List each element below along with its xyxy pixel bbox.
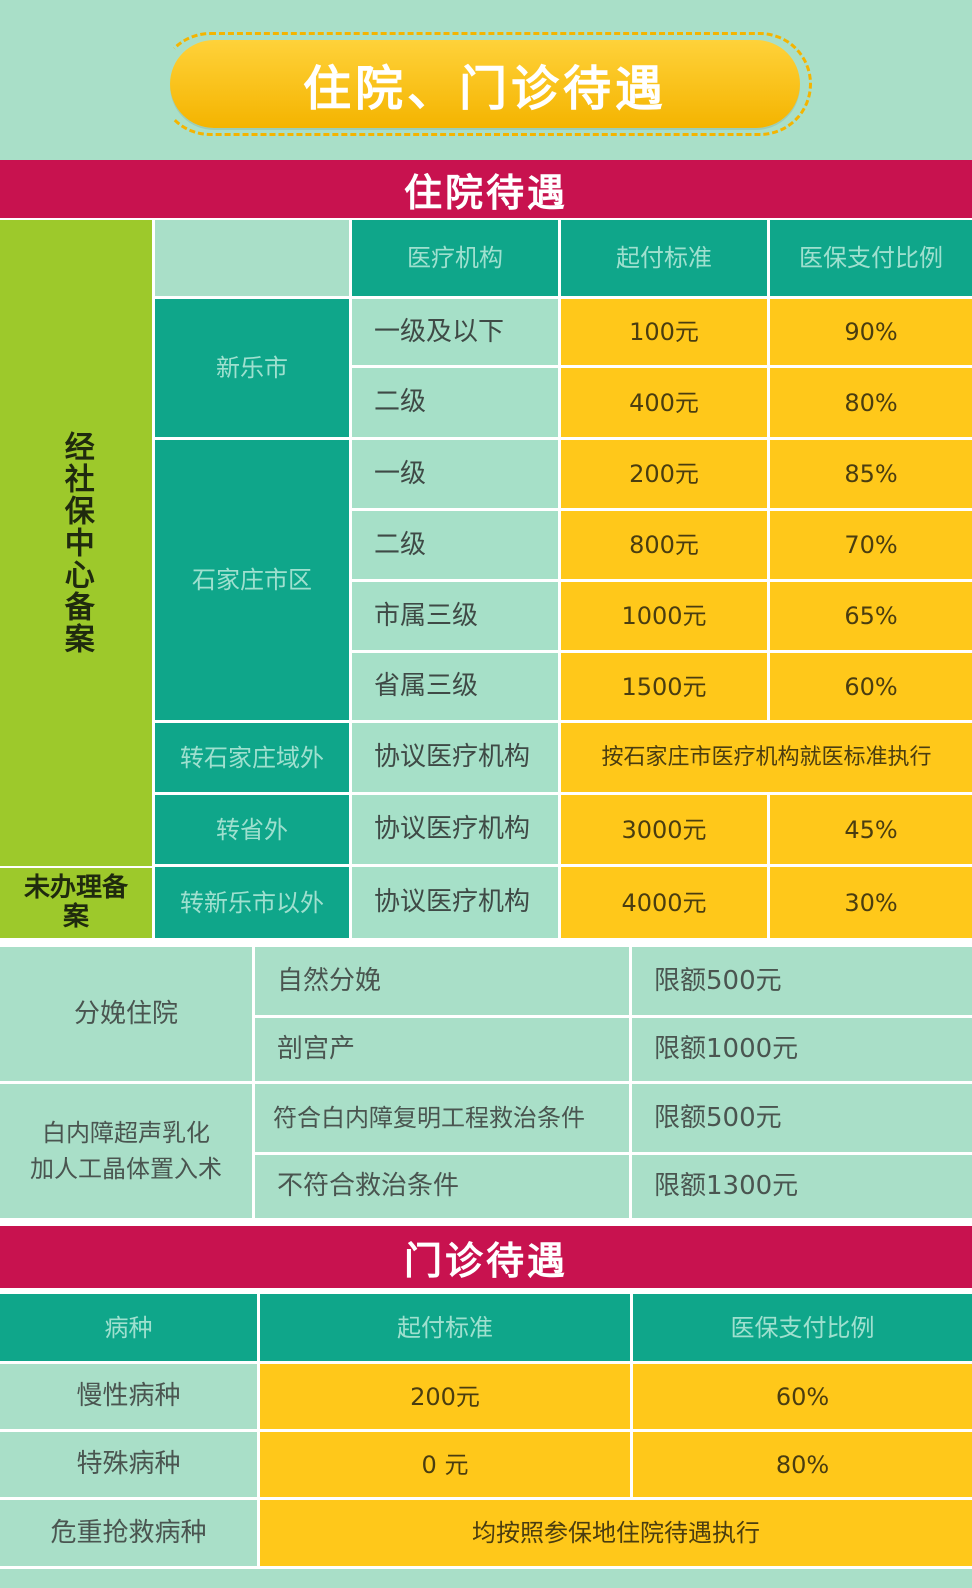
row-ratio: 80% <box>770 368 972 437</box>
group-shijiazhuang: 石家庄市区 <box>155 440 349 720</box>
row-level: 二级 <box>352 368 558 437</box>
bottom-strip <box>0 1569 972 1588</box>
outpatient-row-ratio: 60% <box>633 1364 972 1429</box>
header-deductible: 起付标准 <box>561 220 767 296</box>
row-ratio: 30% <box>770 867 972 938</box>
outpatient-header-ratio: 医保支付比例 <box>633 1294 972 1361</box>
group-transfer-outside-province: 转省外 <box>155 795 349 864</box>
row-deductible: 4000元 <box>561 867 767 938</box>
childbirth-item-name: 剖宫产 <box>255 1018 629 1081</box>
group-transfer-outside-sjz: 转石家庄域外 <box>155 723 349 792</box>
row-level: 二级 <box>352 511 558 579</box>
row-level: 协议医疗机构 <box>352 867 558 938</box>
outpatient-row-disease: 危重抢救病种 <box>0 1500 257 1566</box>
row-level: 一级 <box>352 440 558 508</box>
outpatient-row-deductible: 200元 <box>260 1364 630 1429</box>
outpatient-header-disease: 病种 <box>0 1294 257 1361</box>
row-deductible: 1000元 <box>561 582 767 650</box>
cataract-label-line2: 加人工晶体置入术 <box>30 1155 222 1183</box>
row-deductible: 800元 <box>561 511 767 579</box>
row-level: 协议医疗机构 <box>352 723 558 792</box>
row-ratio: 65% <box>770 582 972 650</box>
row-ratio: 60% <box>770 653 972 720</box>
row-deductible: 400元 <box>561 368 767 437</box>
row-deductible: 1500元 <box>561 653 767 720</box>
header-institution: 医疗机构 <box>352 220 558 296</box>
childbirth-item-limit: 限额500元 <box>632 947 972 1015</box>
group-transfer-outside-xinle: 转新乐市以外 <box>155 867 349 938</box>
cataract-item-limit: 限额1300元 <box>632 1155 972 1218</box>
banner-dashed-outline <box>158 32 812 136</box>
cataract-item-limit: 限额500元 <box>632 1084 972 1152</box>
childbirth-label: 分娩住院 <box>0 947 252 1081</box>
row-ratio: 85% <box>770 440 972 508</box>
outpatient-row-deductible: 0 元 <box>260 1432 630 1497</box>
outpatient-row-disease: 特殊病种 <box>0 1432 257 1497</box>
header-blank-cell <box>155 220 349 296</box>
cataract-label: 白内障超声乳化 加人工晶体置入术 <box>0 1084 252 1218</box>
outpatient-row-ratio: 80% <box>633 1432 972 1497</box>
header-ratio: 医保支付比例 <box>770 220 972 296</box>
row-level: 一级及以下 <box>352 299 558 365</box>
childbirth-item-limit: 限额1000元 <box>632 1018 972 1081</box>
banner-title: 住院、门诊待遇 <box>170 40 800 128</box>
cataract-label-line1: 白内障超声乳化 <box>42 1119 210 1147</box>
cataract-item-name: 符合白内障复明工程救治条件 <box>255 1084 629 1152</box>
row-level: 省属三级 <box>352 653 558 720</box>
row-level: 协议医疗机构 <box>352 795 558 864</box>
outpatient-row-disease: 慢性病种 <box>0 1364 257 1429</box>
row-ratio: 90% <box>770 299 972 365</box>
outpatient-section-title: 门诊待遇 <box>0 1226 972 1288</box>
row-ratio: 45% <box>770 795 972 864</box>
row-deductible: 100元 <box>561 299 767 365</box>
row-deductible: 200元 <box>561 440 767 508</box>
cataract-item-name: 不符合救治条件 <box>255 1155 629 1218</box>
row-merged-standard: 按石家庄市医疗机构就医标准执行 <box>561 723 972 792</box>
side-label-unregistered: 未办理备案 <box>0 868 152 938</box>
row-ratio: 70% <box>770 511 972 579</box>
childbirth-item-name: 自然分娩 <box>255 947 629 1015</box>
outpatient-row-merged-standard: 均按照参保地住院待遇执行 <box>260 1500 972 1566</box>
inpatient-section-title: 住院待遇 <box>0 160 972 218</box>
group-xinle: 新乐市 <box>155 299 349 437</box>
side-label-registered: 经社保中心备案 <box>0 220 152 866</box>
row-deductible: 3000元 <box>561 795 767 864</box>
outpatient-header-deductible: 起付标准 <box>260 1294 630 1361</box>
row-level: 市属三级 <box>352 582 558 650</box>
